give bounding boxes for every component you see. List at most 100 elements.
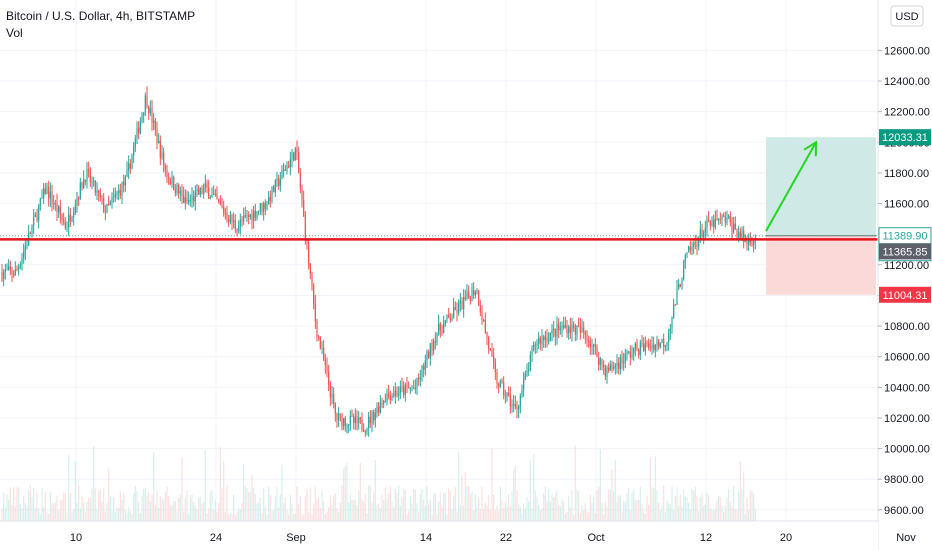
volume-bar xyxy=(576,489,578,521)
volume-bar xyxy=(726,498,728,521)
candle-body xyxy=(464,297,466,299)
price-axis[interactable]: 9600.00 9800.00 10000.00 10200.00 10400.00 10… xyxy=(877,0,932,550)
volume-legend[interactable]: Vol xyxy=(6,26,23,40)
candle-body xyxy=(718,219,720,221)
volume-bar xyxy=(431,514,433,521)
volume-bar xyxy=(403,487,405,521)
volume-bar xyxy=(26,505,28,521)
currency-button[interactable] xyxy=(890,5,924,27)
candle-body xyxy=(149,107,151,113)
candle-body xyxy=(74,205,76,213)
volume-bar xyxy=(439,492,441,521)
candle-body xyxy=(214,193,216,195)
candle-body xyxy=(231,214,233,223)
candle-body xyxy=(601,358,603,365)
candle-body xyxy=(344,418,346,426)
candle-body xyxy=(753,240,755,245)
volume-bar xyxy=(671,486,673,521)
candle-body xyxy=(434,341,436,343)
volume-bar xyxy=(606,506,608,521)
candle-body xyxy=(121,182,123,196)
candle-body xyxy=(319,337,321,349)
candle-body xyxy=(398,393,400,396)
volume-bar xyxy=(154,505,156,521)
volume-bar xyxy=(296,486,298,521)
volume-bar xyxy=(341,485,343,521)
candle-body xyxy=(708,219,710,222)
position-tool[interactable] xyxy=(766,137,876,295)
symbol-legend[interactable]: Bitcoin / U.S. Dollar, 4h, BITSTAMP xyxy=(6,9,196,23)
volume-bar xyxy=(558,504,560,521)
volume-bar xyxy=(541,508,543,521)
candle-body xyxy=(686,252,688,256)
volume-bar xyxy=(166,486,168,521)
candle-body xyxy=(53,203,55,205)
time-axis[interactable]: 10 24 Sep 14 22 Oct 12 20 Nov xyxy=(0,520,916,550)
candle-body xyxy=(653,344,655,351)
candle-body xyxy=(91,182,93,184)
candle-body xyxy=(168,177,170,180)
volume-bar xyxy=(361,499,363,521)
volume-bar xyxy=(331,505,333,521)
volume-bar xyxy=(76,503,78,521)
volume-bar xyxy=(744,514,746,521)
arrow-head[interactable] xyxy=(803,140,818,157)
volume-bar xyxy=(308,512,310,521)
volume-bar xyxy=(94,488,96,521)
drawings[interactable] xyxy=(0,140,878,241)
volume-bar xyxy=(676,487,678,521)
candle-body xyxy=(724,216,726,223)
candle-body xyxy=(339,413,341,415)
volume-bar xyxy=(463,505,465,521)
volume-bar xyxy=(421,489,423,521)
candle-body xyxy=(584,331,586,335)
volume-bar xyxy=(651,487,653,521)
stop-zone[interactable] xyxy=(766,235,876,295)
volume-bar xyxy=(391,501,393,521)
volume-bar xyxy=(549,501,551,521)
volume-bar xyxy=(688,502,690,521)
candle-body xyxy=(641,342,643,345)
volume-bar xyxy=(306,488,308,521)
target-zone[interactable] xyxy=(766,137,876,236)
volume-bar xyxy=(696,496,698,521)
volume-bar xyxy=(89,497,91,521)
volume-bar xyxy=(699,496,701,521)
volume-bar xyxy=(129,510,131,521)
volume-bar xyxy=(203,502,205,521)
volume-bar xyxy=(38,507,40,521)
candle-body xyxy=(449,317,451,321)
candle-body xyxy=(4,269,6,273)
candle-body xyxy=(313,285,315,304)
volume-bar xyxy=(669,504,671,521)
volume-bar xyxy=(293,514,295,521)
volume-bar xyxy=(114,511,116,521)
volume-bar xyxy=(113,497,115,521)
candle-body xyxy=(579,326,581,333)
volume-bar xyxy=(563,501,565,521)
volume-bar xyxy=(534,491,536,521)
volume-bar xyxy=(581,505,583,521)
candle-body xyxy=(251,213,253,221)
candle-body xyxy=(733,223,735,233)
volume-bar xyxy=(388,493,390,521)
candle-body xyxy=(524,373,526,380)
candle-body xyxy=(23,251,25,258)
price-tick-label: 10400.00 xyxy=(884,382,930,394)
volume-bar xyxy=(333,495,335,521)
candle-body xyxy=(486,332,488,338)
arrow-shaft[interactable] xyxy=(765,141,817,232)
candle-body xyxy=(233,220,235,223)
volume-bar xyxy=(346,462,348,521)
candle-body xyxy=(421,366,423,378)
candle-body xyxy=(659,343,661,348)
candle-body xyxy=(303,199,305,216)
volume-bar xyxy=(506,506,508,521)
volume-bar xyxy=(653,488,655,521)
candle-body xyxy=(711,219,713,226)
candle-body xyxy=(548,339,550,342)
candle-body xyxy=(201,187,203,194)
volume-bar xyxy=(394,488,396,521)
candle-body xyxy=(671,317,673,329)
